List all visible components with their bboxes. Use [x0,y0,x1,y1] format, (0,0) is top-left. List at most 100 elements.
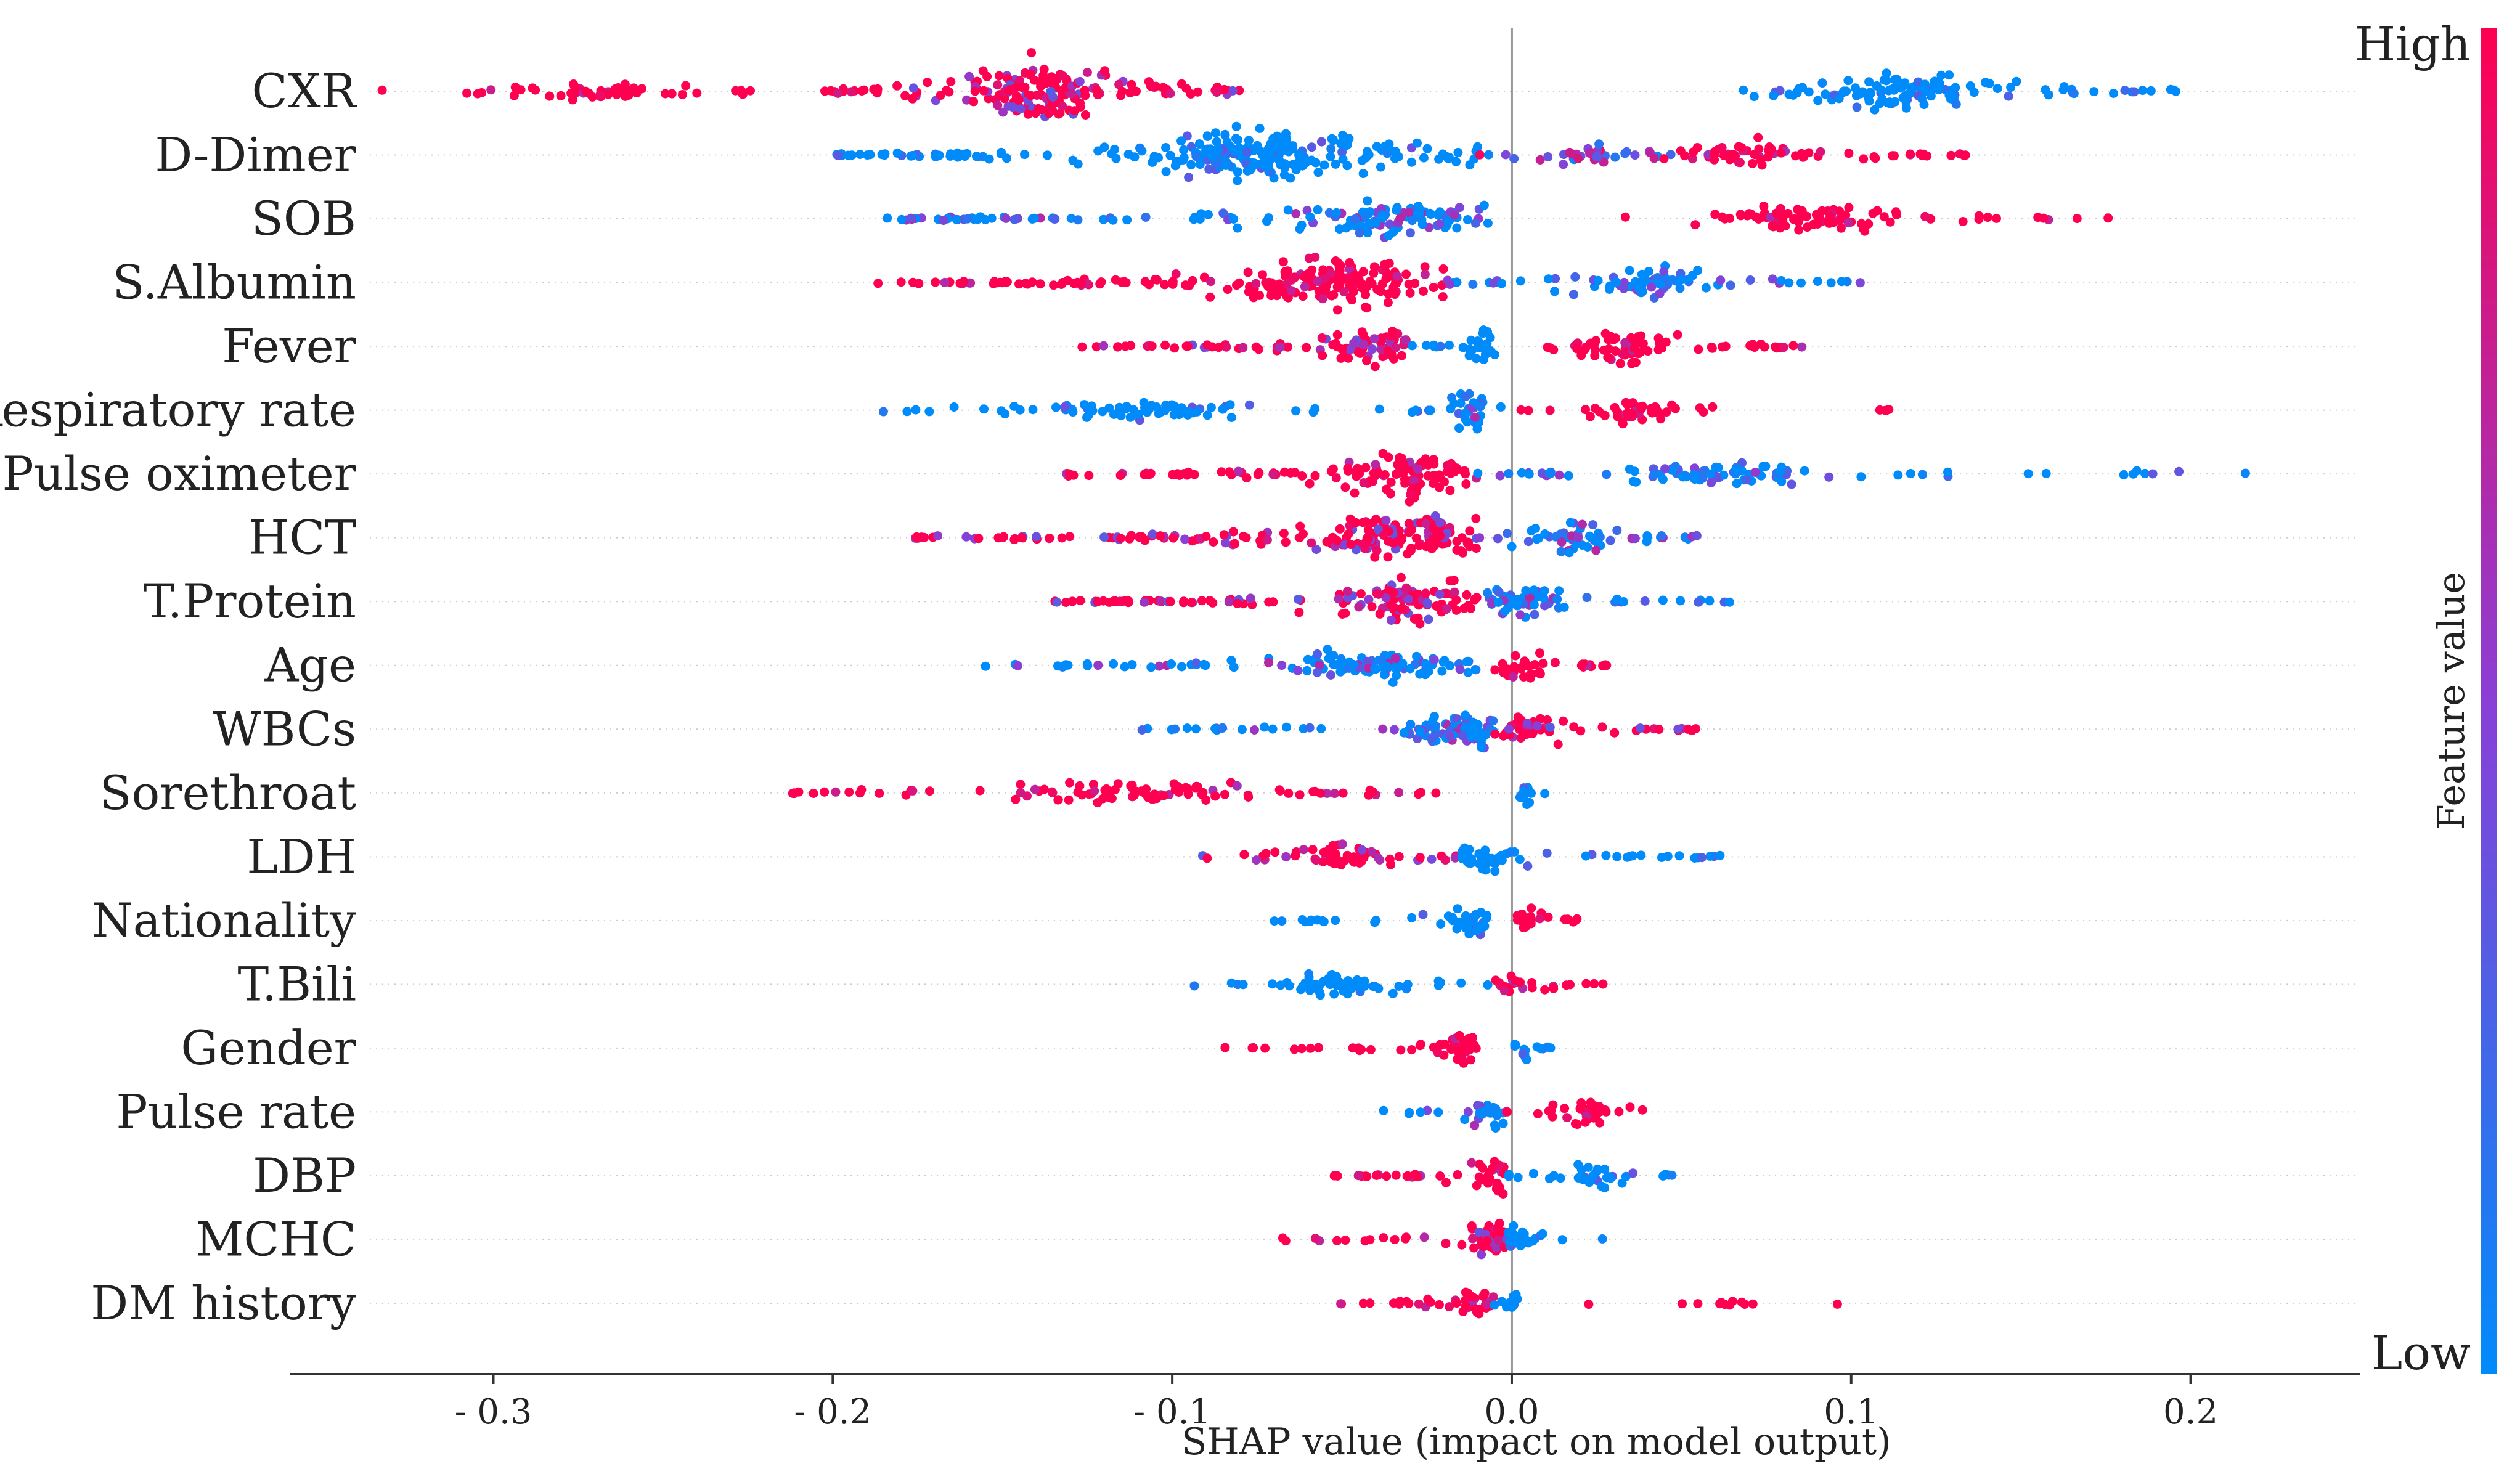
shap-point [1384,452,1393,462]
shap-point [1470,412,1480,422]
shap-point [1332,972,1342,982]
shap-point [1543,912,1553,922]
shap-point [1397,603,1407,613]
shap-point [1168,277,1178,287]
shap-point [961,532,971,542]
shap-point [1448,913,1457,922]
shap-point [1388,588,1398,598]
shap-point [1412,483,1422,492]
shap-point [1364,595,1374,605]
shap-point [1640,596,1650,606]
shap-point [1568,290,1578,299]
shap-point [1156,531,1165,541]
shap-point [1446,404,1456,413]
shap-point [1002,277,1012,287]
shap-point [1388,603,1398,613]
shap-point [1375,609,1385,619]
shap-point [1817,78,1827,88]
shap-point [1266,291,1276,301]
shap-point [1170,724,1180,734]
shap-point [844,787,854,797]
shap-point [1619,283,1629,293]
shap-point [1189,470,1199,479]
shap-point [1220,129,1230,139]
shap-point [1323,645,1332,654]
shap-point [1202,853,1212,863]
shap-point [1232,781,1242,791]
shap-point [1334,258,1344,268]
shap-point [1377,655,1387,665]
shap-point [1212,137,1221,147]
shap-point [1478,1163,1488,1173]
shap-point [1044,108,1054,118]
shap-point [1436,341,1445,351]
shap-point [1411,533,1421,543]
feature-label: T.Protein [143,574,356,629]
shap-point [1856,89,1866,99]
shap-point [1564,471,1573,481]
shap-point [962,149,972,158]
shap-point [1011,91,1021,101]
shap-point [1009,214,1019,224]
shap-point [1303,654,1313,664]
shap-point [1717,143,1727,152]
shap-point [1176,136,1186,146]
shap-point [1438,292,1448,302]
shap-point [1864,77,1874,87]
shap-point [1474,1172,1484,1182]
shap-point [1565,518,1575,527]
shap-point [1420,262,1430,272]
shap-point [1304,969,1314,979]
shap-point [1206,402,1216,412]
shap-point [1421,341,1431,350]
shap-point [1406,490,1416,499]
shap-point [1591,345,1600,355]
shap-point [1057,533,1067,543]
shap-point [1746,209,1756,219]
shap-point [1890,75,1900,84]
shap-point [1391,1170,1401,1180]
shap-point [1920,79,1930,89]
shap-point [1318,294,1327,304]
shap-point [1258,270,1267,280]
shap-point [1374,983,1384,993]
shap-point [1383,346,1393,356]
shap-point [1468,1234,1478,1244]
shap-point [1137,532,1147,542]
shap-point [1362,656,1372,666]
shap-point [1796,278,1806,288]
shap-point [1501,150,1511,160]
shap-point [1010,534,1020,544]
shap-point [1981,78,1991,88]
shap-point [1655,336,1665,346]
shap-point [1067,89,1077,99]
shap-point [1731,465,1741,475]
feature-label: MCHC [196,1211,356,1266]
shap-point [1628,409,1637,419]
shap-point [1660,464,1670,474]
shap-point [1358,1298,1368,1308]
feature-row-points [1329,1157,1677,1199]
shap-point [1329,136,1338,145]
shap-point [1742,475,1751,485]
shap-point [1580,1117,1590,1127]
feature-row-points [873,253,1865,315]
shap-point [1318,265,1328,275]
shap-point [1636,723,1645,733]
shap-point [1688,154,1697,164]
shap-point [1396,572,1406,582]
shap-point [1451,605,1461,615]
shap-point [1463,1107,1473,1117]
shap-point [1690,220,1700,230]
shap-point [1310,404,1320,413]
shap-point [908,94,918,104]
shap-point [1435,1040,1445,1049]
shap-point [1422,144,1432,153]
shap-point [1768,274,1777,284]
shap-point [1597,1234,1607,1244]
shap-point [1398,459,1408,469]
shap-point [1453,1170,1462,1179]
shap-point [1090,786,1099,796]
shap-point [1636,850,1646,860]
shap-point [1630,534,1640,544]
